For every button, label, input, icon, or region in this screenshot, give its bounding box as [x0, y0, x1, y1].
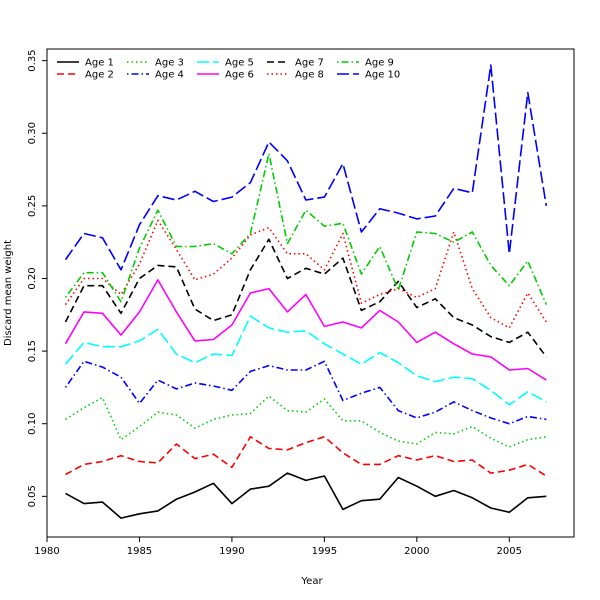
y-axis: 0.05 0.10 0.15 0.20 0.25 0.30 0.35 — [27, 49, 47, 507]
legend-label-age-5: Age 5 — [225, 58, 254, 69]
y-tick-label: 0.05 — [27, 485, 38, 507]
x-tick-label: 1995 — [312, 546, 337, 557]
legend-label-age-6: Age 6 — [225, 70, 254, 81]
y-tick-label: 0.15 — [27, 340, 38, 362]
series-layer — [64, 64, 548, 519]
legend-label-age-9: Age 9 — [365, 58, 394, 69]
y-tick-label: 0.30 — [27, 122, 38, 144]
series-line-age-1 — [65, 472, 547, 519]
legend-label-age-1: Age 1 — [85, 58, 114, 69]
legend-label-age-2: Age 2 — [85, 70, 114, 81]
legend-label-age-4: Age 4 — [155, 70, 184, 81]
x-tick-label: 2000 — [404, 546, 429, 557]
y-axis-label: Discard mean weight — [3, 240, 14, 346]
x-tick-label: 1980 — [34, 546, 59, 557]
y-tick-label: 0.35 — [27, 49, 38, 71]
y-tick-label: 0.20 — [27, 267, 38, 289]
x-tick-label: 2005 — [497, 546, 522, 557]
x-axis: 1980 1985 1990 1995 2000 2005 — [34, 537, 522, 557]
series-line-age-8 — [64, 219, 547, 329]
series-line-age-9 — [64, 152, 548, 305]
x-tick-label: 1990 — [219, 546, 244, 557]
series-line-age-10 — [64, 64, 548, 271]
series-line-age-7 — [64, 238, 547, 358]
y-tick-label: 0.25 — [27, 195, 38, 217]
x-tick-label: 1985 — [127, 546, 152, 557]
legend-label-age-8: Age 8 — [295, 70, 324, 81]
legend-label-age-10: Age 10 — [365, 70, 400, 81]
series-line-age-5 — [64, 315, 547, 406]
y-tick-label: 0.10 — [27, 413, 38, 435]
series-line-age-3 — [65, 395, 547, 448]
series-line-age-4 — [64, 360, 547, 425]
series-line-age-6 — [64, 279, 547, 381]
legend-label-age-7: Age 7 — [295, 58, 324, 69]
plot-frame — [46, 48, 575, 538]
x-axis-label: Year — [300, 576, 323, 587]
legend-label-age-3: Age 3 — [155, 58, 184, 69]
